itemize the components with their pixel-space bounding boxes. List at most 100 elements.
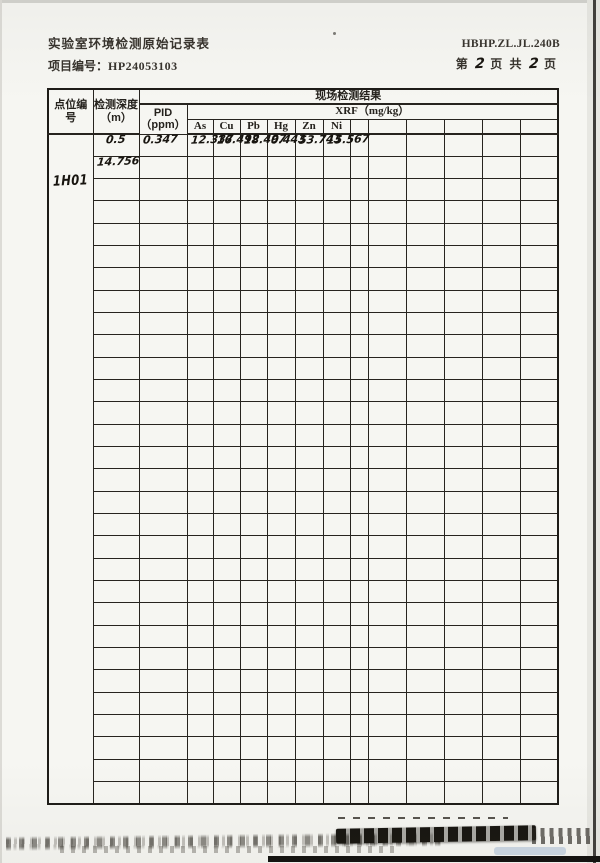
grid-cell — [367, 758, 407, 783]
grid-cell — [443, 781, 483, 805]
xrf-cell: 12.337 — [186, 132, 234, 157]
xrf-cell — [186, 513, 214, 537]
xrf-cell — [239, 423, 268, 448]
xrf-cell — [294, 155, 324, 180]
xrf-cell — [266, 580, 296, 604]
xrf-cell — [212, 736, 241, 760]
grid-cell — [481, 758, 521, 783]
xrf-cell — [266, 200, 296, 224]
xrf-cell — [186, 379, 214, 403]
xrf-cell — [294, 490, 324, 515]
pid-cell — [138, 222, 188, 247]
pid-cell — [138, 267, 188, 291]
grid-cell — [367, 490, 407, 515]
xrf-cell — [239, 178, 268, 202]
table-row: 1H01 0.5 0.347 12.337 16.492 18.497 0.443 53.74… — [47, 132, 559, 805]
grid-cell — [349, 691, 369, 716]
grid-cell — [519, 513, 559, 537]
xrf-cell — [186, 736, 214, 760]
xrf-cell — [239, 468, 268, 492]
grid-cell — [481, 781, 521, 805]
xrf-cell — [294, 691, 324, 716]
grid-cell — [367, 379, 407, 403]
grid-cell — [481, 178, 521, 202]
grid-cell — [443, 624, 483, 649]
depth-cell — [92, 379, 140, 403]
grid-cell — [481, 423, 521, 448]
table-row — [48, 379, 559, 403]
depth-cell — [92, 602, 140, 626]
grid-cell — [349, 155, 369, 180]
xrf-cell — [186, 334, 214, 358]
pid-cell — [138, 691, 188, 716]
xrf-cell — [186, 535, 214, 559]
xrf-cell — [212, 535, 241, 559]
pid-cell — [138, 379, 188, 403]
grid-cell — [349, 222, 369, 247]
depth-cell — [92, 200, 140, 224]
grid-cell — [519, 289, 559, 314]
grid-cell — [349, 200, 369, 224]
grid-cell — [443, 289, 483, 314]
xrf-cell — [266, 513, 296, 537]
xrf-cell — [322, 557, 351, 582]
page-word: 第 — [455, 57, 470, 71]
xrf-cell — [239, 557, 268, 582]
pid-cell — [138, 736, 188, 760]
depth-cell — [92, 647, 140, 671]
grid-cell — [481, 155, 521, 180]
xrf-cell — [212, 222, 241, 247]
scan-speck — [333, 32, 336, 35]
grid-cell — [481, 669, 521, 693]
grid-cell — [443, 312, 483, 336]
grid-cell — [443, 736, 483, 760]
xrf-cell — [322, 714, 351, 738]
record-table-head: 点位编号 检测深度（m） 现场检测结果 PID （ppm） XRF（mg/kg）… — [47, 88, 559, 135]
xrf-cell — [266, 490, 296, 515]
xrf-cell — [239, 602, 268, 626]
xrf-cell — [322, 312, 351, 336]
header-blank — [405, 118, 445, 135]
grid-cell — [405, 602, 445, 626]
table-row — [48, 758, 559, 783]
grid-cell — [443, 513, 483, 537]
xrf-cell — [212, 513, 241, 537]
xrf-cell — [239, 267, 268, 291]
xrf-cell — [239, 580, 268, 604]
xrf-cell — [266, 758, 296, 783]
grid-cell — [443, 222, 483, 247]
pid-cell: 0.347 — [138, 132, 188, 157]
header-xrf: XRF（mg/kg） — [186, 103, 559, 120]
grid-cell — [481, 624, 521, 649]
table-row — [48, 624, 559, 649]
grid-cell — [349, 535, 369, 559]
xrf-cell — [239, 714, 268, 738]
grid-cell — [519, 245, 559, 269]
depth-cell — [92, 714, 140, 738]
xrf-cell — [266, 691, 296, 716]
xrf-cell — [294, 289, 324, 314]
xrf-cell — [239, 312, 268, 336]
grid-cell — [519, 133, 559, 157]
xrf-cell — [266, 781, 296, 805]
grid-cell — [443, 379, 483, 403]
depth-cell — [92, 423, 140, 448]
depth-cell — [92, 781, 140, 805]
pid-cell — [138, 758, 188, 783]
pid-cell — [138, 490, 188, 515]
grid-cell — [349, 334, 369, 358]
scan-edge-left — [0, 0, 2, 863]
xrf-cell — [186, 669, 214, 693]
grid-cell — [519, 178, 559, 202]
pid-cell — [138, 356, 188, 381]
scan-noise-blob — [335, 825, 537, 844]
xrf-cell — [294, 758, 324, 783]
xrf-cell — [294, 446, 324, 470]
xrf-cell — [239, 647, 268, 671]
xrf-cell — [294, 267, 324, 291]
xrf-cell — [266, 401, 296, 425]
grid-cell — [481, 602, 521, 626]
xrf-cell — [322, 356, 351, 381]
grid-cell — [481, 289, 521, 314]
grid-cell — [349, 401, 369, 425]
